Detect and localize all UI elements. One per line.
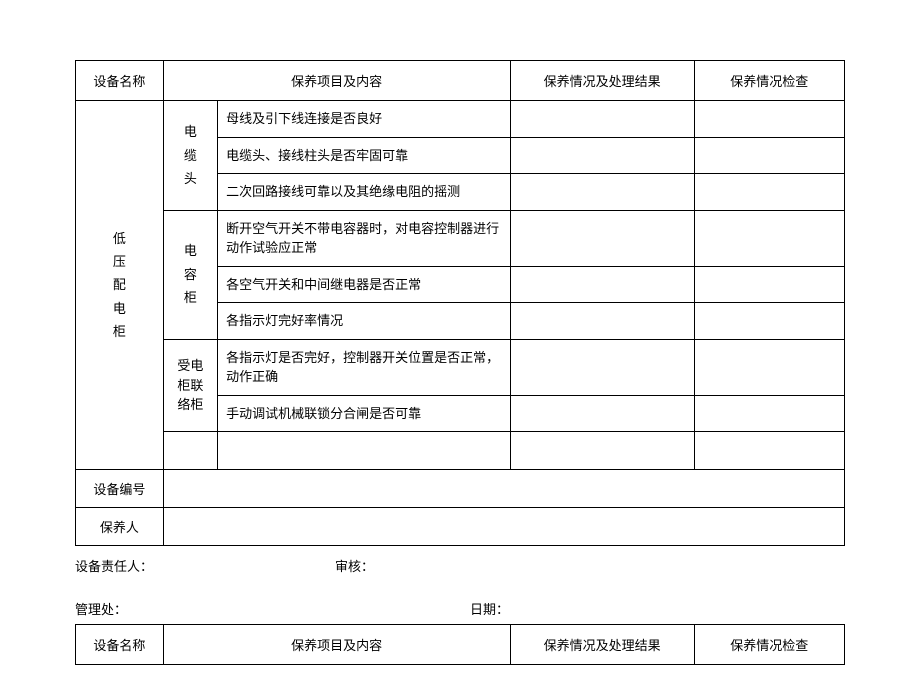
equipment-number-label: 设备编号 [76,470,164,508]
table1-header-row: 设备名称 保养项目及内容 保养情况及处理结果 保养情况检查 [76,61,845,101]
maintenance-table-2: 设备名称 保养项目及内容 保养情况及处理结果 保养情况检查 [75,624,845,665]
header-maintenance-content: 保养项目及内容 [163,61,510,101]
empty-group-cell [163,432,217,470]
responsible-label: 设备责任人： [75,556,335,575]
status-result-cell[interactable] [510,339,694,395]
status-check-cell[interactable] [694,137,844,174]
item-cell: 电缆头、接线柱头是否牢固可靠 [218,137,511,174]
header-status-check: 保养情况检查 [694,61,844,101]
status-result-cell[interactable] [510,432,694,470]
table-row: 电 容 柜 断开空气开关不带电容器时，对电容控制器进行动作试验应正常 [76,210,845,266]
maintenance-table-1: 设备名称 保养项目及内容 保养情况及处理结果 保养情况检查 低 压 配 电 柜 … [75,60,845,546]
table2-header-row: 设备名称 保养项目及内容 保养情况及处理结果 保养情况检查 [76,625,845,665]
header-status-result: 保养情况及处理结果 [510,61,694,101]
status-result-cell[interactable] [510,210,694,266]
item-cell: 断开空气开关不带电容器时，对电容控制器进行动作试验应正常 [218,210,511,266]
status-result-cell[interactable] [510,174,694,211]
management-label: 管理处： [75,599,470,618]
group-label-liaison: 受电柜联络柜 [163,339,217,432]
table-row: 受电柜联络柜 各指示灯是否完好，控制器开关位置是否正常，动作正确 [76,339,845,395]
group-label-cable: 电 缆 头 [163,101,217,211]
status-result-cell[interactable] [510,303,694,340]
maintainer-value[interactable] [163,508,844,546]
date-label: 日期： [470,599,509,618]
table-row-empty [76,432,845,470]
equipment-number-value[interactable] [163,470,844,508]
item-cell: 二次回路接线可靠以及其绝缘电阻的摇测 [218,174,511,211]
item-cell: 各指示灯完好率情况 [218,303,511,340]
equipment-number-row: 设备编号 [76,470,845,508]
group-label-capacitor: 电 容 柜 [163,210,217,339]
header2-status-check: 保养情况检查 [694,625,844,665]
maintainer-row: 保养人 [76,508,845,546]
empty-item-cell [218,432,511,470]
maintainer-label: 保养人 [76,508,164,546]
status-check-cell[interactable] [694,303,844,340]
footer-row-2: 管理处： 日期： [75,599,845,618]
item-cell: 各空气开关和中间继电器是否正常 [218,266,511,303]
status-check-cell[interactable] [694,339,844,395]
item-cell: 母线及引下线连接是否良好 [218,101,511,138]
status-check-cell[interactable] [694,266,844,303]
header2-equipment-name: 设备名称 [76,625,164,665]
equipment-name-cell: 低 压 配 电 柜 [76,101,164,470]
status-check-cell[interactable] [694,432,844,470]
status-result-cell[interactable] [510,101,694,138]
status-check-cell[interactable] [694,174,844,211]
footer-row-1: 设备责任人： 审核： [75,556,845,575]
header2-status-result: 保养情况及处理结果 [510,625,694,665]
audit-label: 审核： [335,556,845,575]
status-result-cell[interactable] [510,266,694,303]
item-cell: 手动调试机械联锁分合闸是否可靠 [218,395,511,432]
header2-maintenance-content: 保养项目及内容 [163,625,510,665]
status-check-cell[interactable] [694,101,844,138]
item-cell: 各指示灯是否完好，控制器开关位置是否正常，动作正确 [218,339,511,395]
status-result-cell[interactable] [510,137,694,174]
status-result-cell[interactable] [510,395,694,432]
status-check-cell[interactable] [694,395,844,432]
status-check-cell[interactable] [694,210,844,266]
table-row: 低 压 配 电 柜 电 缆 头 母线及引下线连接是否良好 [76,101,845,138]
header-equipment-name: 设备名称 [76,61,164,101]
